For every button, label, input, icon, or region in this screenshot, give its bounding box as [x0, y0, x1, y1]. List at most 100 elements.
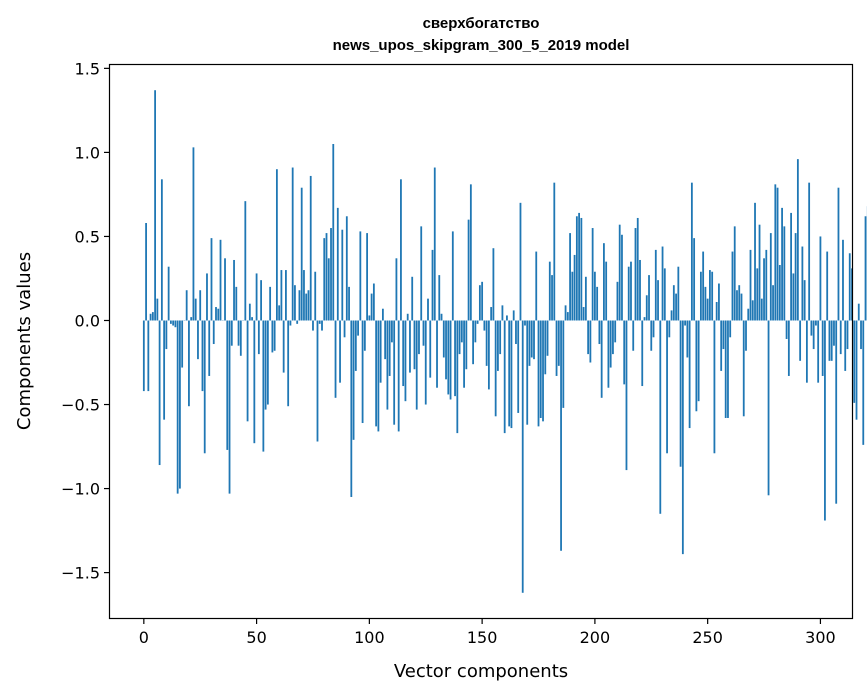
bar	[269, 286, 272, 321]
bar	[578, 212, 580, 321]
bar	[627, 266, 630, 321]
bar	[424, 320, 427, 405]
bar	[481, 281, 484, 321]
bar	[551, 275, 553, 321]
bar	[657, 280, 659, 321]
bar	[361, 320, 364, 424]
bar	[756, 268, 759, 321]
bar	[587, 320, 590, 355]
bar	[318, 320, 321, 324]
bar	[826, 251, 829, 321]
bar	[463, 320, 465, 388]
bar	[573, 254, 576, 321]
bar	[839, 320, 842, 355]
bar	[625, 320, 628, 471]
bar	[713, 320, 716, 454]
bar	[289, 320, 292, 326]
bar	[445, 320, 447, 380]
bar	[605, 261, 608, 321]
bar	[237, 320, 240, 346]
bar	[275, 169, 278, 321]
y-axis-ticks: 1.5 1.0 0.5 0.0 −0.5 −1.0 −1.5	[61, 59, 110, 583]
bar	[508, 320, 511, 427]
bar	[650, 320, 653, 351]
bar	[702, 251, 705, 321]
bar	[758, 224, 761, 321]
bar	[690, 182, 693, 321]
bar	[636, 217, 639, 321]
bar	[215, 307, 217, 321]
bar	[377, 320, 380, 432]
bar	[280, 270, 283, 321]
bar	[458, 320, 461, 355]
bar	[345, 216, 348, 321]
bar	[837, 187, 840, 321]
bar	[663, 268, 666, 321]
bar	[190, 317, 193, 321]
bar	[314, 271, 317, 321]
bar	[600, 320, 603, 398]
bar	[715, 302, 718, 321]
bar	[291, 167, 294, 321]
bar	[354, 320, 357, 371]
bar	[230, 320, 233, 346]
bar	[251, 317, 253, 321]
bar	[429, 320, 432, 378]
bars-group	[142, 90, 867, 593]
bar	[167, 266, 170, 321]
bar	[720, 320, 723, 371]
bar	[790, 212, 792, 321]
bar	[794, 233, 797, 321]
bar	[521, 320, 524, 593]
bar	[724, 320, 727, 418]
bar	[336, 207, 339, 321]
bar	[745, 320, 747, 351]
bar	[686, 320, 689, 358]
bar	[350, 320, 353, 497]
bar	[485, 320, 488, 366]
bar	[158, 320, 161, 466]
bar	[413, 320, 416, 370]
bar	[224, 258, 226, 321]
bar	[670, 310, 673, 321]
bar	[503, 320, 506, 434]
bar	[348, 286, 350, 321]
bar	[201, 320, 204, 392]
bar	[422, 320, 425, 346]
bar	[393, 320, 396, 425]
bar	[593, 271, 596, 321]
bar	[835, 320, 838, 504]
bar	[145, 223, 147, 321]
bar	[332, 144, 335, 321]
bar	[675, 293, 677, 321]
bar	[808, 182, 811, 321]
bar	[575, 216, 578, 321]
bar	[248, 303, 251, 321]
bar	[192, 147, 195, 321]
bar	[210, 238, 213, 321]
bar	[654, 249, 657, 321]
bar	[255, 273, 258, 321]
y-axis-label: Components values	[14, 252, 35, 430]
bar	[539, 320, 542, 418]
bar	[501, 305, 504, 321]
bar	[769, 233, 772, 321]
bar	[492, 248, 495, 321]
bar	[749, 249, 752, 321]
bar	[864, 216, 867, 321]
bar	[677, 266, 680, 321]
y-tick-label: 0.0	[75, 311, 100, 330]
bar	[174, 320, 177, 328]
bar	[179, 320, 181, 489]
bar	[352, 320, 355, 440]
bar	[731, 251, 734, 321]
bar	[257, 320, 260, 355]
bar	[736, 290, 738, 321]
bar	[659, 320, 662, 514]
plot-frame	[108, 63, 854, 620]
bar	[154, 90, 156, 321]
bar	[776, 187, 779, 321]
bar	[860, 320, 862, 350]
bar	[165, 320, 168, 350]
y-tick-label: −1.5	[61, 564, 100, 583]
